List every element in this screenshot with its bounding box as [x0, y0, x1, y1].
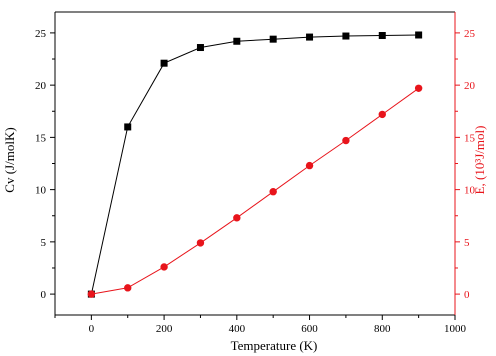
series-line-1: [91, 87, 419, 295]
y-right-tick-label: 0: [464, 289, 470, 301]
y-left-tick-label: 25: [35, 28, 47, 40]
y-left-tick-label: 10: [35, 185, 47, 197]
data-point-circle: [269, 188, 277, 196]
series-line-0: [90, 34, 419, 295]
data-point-circle: [378, 110, 386, 119]
y-right-tick-label: 25: [464, 28, 476, 40]
x-tick-label: 1000: [444, 323, 467, 335]
y-left-tick-label: 20: [35, 80, 47, 92]
y-right-tick-label: 10: [464, 185, 476, 197]
y-axis-title-left: Cv (J/molK): [2, 127, 17, 192]
y-left-tick-label: 0: [41, 289, 47, 301]
data-point-square: [124, 123, 132, 131]
data-point-square: [415, 31, 423, 39]
x-tick-label: 800: [374, 323, 391, 335]
data-point-square: [306, 33, 314, 41]
x-tick-label: 200: [156, 323, 173, 335]
data-point-circle: [124, 284, 132, 292]
data-point-square: [378, 32, 386, 40]
y-left-tick-label: 5: [41, 237, 47, 249]
data-point-square: [233, 37, 241, 45]
data-point-circle: [414, 84, 423, 92]
series-layer: [87, 31, 423, 298]
x-tick-label: 600: [301, 323, 318, 335]
data-point-circle: [160, 263, 168, 271]
data-point-square: [160, 59, 168, 67]
data-point-square: [196, 44, 204, 52]
y-left-tick-label: 15: [35, 132, 47, 144]
y-right-tick-label: 20: [464, 80, 476, 92]
plot-frame: [54, 11, 456, 316]
data-point-circle: [305, 161, 314, 170]
data-point-circle: [233, 214, 241, 222]
y-axis-title-right: E, (10³J/mol): [472, 126, 487, 195]
data-point-circle: [342, 136, 350, 145]
data-point-square: [269, 35, 277, 43]
x-tick-label: 0: [89, 323, 95, 335]
data-point-circle: [196, 239, 205, 247]
x-tick-label: 400: [229, 323, 246, 335]
data-point-circle: [87, 290, 96, 298]
data-point-square: [342, 32, 350, 40]
y-right-tick-label: 15: [464, 132, 476, 144]
axis-layer: 0 200 400 600 800 1000 0 5 10 15 20 25 0 5 10 15 20 25: [35, 28, 476, 335]
x-axis-title: Temperature (K): [231, 338, 318, 353]
y-right-tick-label: 5: [464, 237, 470, 249]
